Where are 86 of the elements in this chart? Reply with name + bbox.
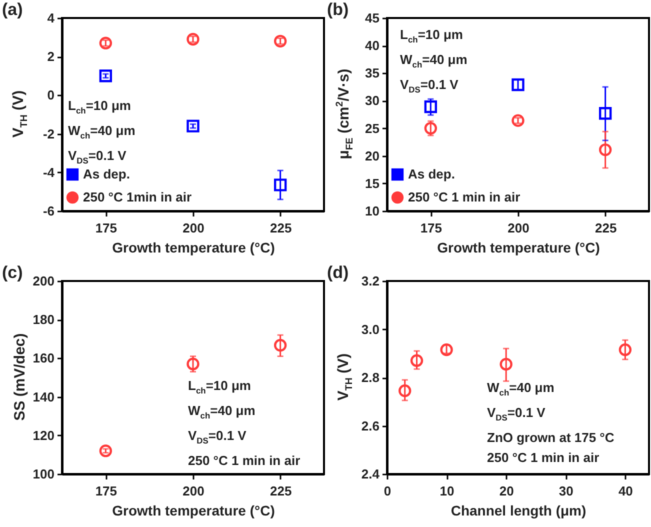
- annotation: W$_{ch}$=40 μm: [68, 122, 136, 143]
- y-tick-label: 2.6: [361, 418, 380, 434]
- y-tick-label: 2.8: [361, 370, 380, 385]
- annotation: W$_{ch}$=40 μm: [487, 379, 556, 400]
- point: [424, 100, 438, 114]
- x-tick-label: 225: [270, 220, 292, 236]
- point: [99, 444, 112, 458]
- annotation: V$_{DS}$=0.1 V: [400, 76, 460, 97]
- y-tick-label: 200: [32, 274, 54, 288]
- legend-label: 250 °C 1 min in air: [408, 190, 520, 204]
- point: [274, 178, 287, 192]
- legend-label: As dep.: [83, 166, 130, 182]
- point: [186, 32, 200, 46]
- annotation: W$_{ch}$=40 μm: [400, 51, 468, 72]
- y-tick-label: 4: [47, 10, 56, 26]
- point: [274, 34, 287, 48]
- x-tick-label: 175: [420, 220, 442, 236]
- y-tick-label: 10: [365, 204, 380, 218]
- y-tick-label: 2.4: [361, 466, 380, 482]
- x-axis-title: Channel length (μm): [450, 502, 586, 518]
- x-axis-title: Growth temperature (°C): [112, 502, 275, 518]
- annotation: L$_{ch}$=10 μm: [188, 377, 252, 398]
- y-tick-label: 140: [32, 389, 54, 404]
- y-tick-label: -2: [42, 126, 54, 142]
- x-tick-label: 175: [95, 220, 118, 236]
- y-tick-label: 20: [365, 148, 380, 164]
- x-tick-label: 10: [440, 484, 454, 498]
- annotation: L$_{ch}$=10 μm: [68, 97, 132, 118]
- y-tick-label: 100: [32, 466, 54, 482]
- chart-title: (a): [2, 0, 23, 20]
- y-tick-label: 30: [365, 93, 380, 108]
- y-tick-label: 3.2: [361, 274, 380, 288]
- x-axis-title: Growth temperature (°C): [437, 240, 600, 256]
- point: [512, 78, 524, 92]
- x-axis-title: Growth temperature (°C): [112, 240, 275, 256]
- x-tick-label: 30: [558, 484, 574, 498]
- chart-title: (d): [327, 263, 349, 283]
- annotation: ZnO grown at 175 °C: [487, 429, 614, 448]
- y-tick-label: 180: [32, 312, 54, 328]
- point: [186, 358, 200, 370]
- y-tick-label: 25: [365, 120, 380, 136]
- point: [99, 36, 112, 50]
- point: [598, 143, 612, 156]
- annotation: 250 °C 1 min in air: [487, 448, 600, 467]
- point: [99, 70, 112, 82]
- y-tick-label: 45: [365, 10, 380, 26]
- point: [500, 358, 512, 371]
- y-tick-label: -6: [42, 204, 54, 218]
- annotation: V$_{DS}$=0.1 V: [68, 148, 126, 166]
- x-tick-label: 200: [508, 220, 530, 236]
- y-tick-label: 0: [47, 88, 54, 103]
- x-tick-label: 0: [384, 484, 392, 498]
- point: [410, 354, 424, 367]
- annotation: V$_{DS}$=0.1 V: [188, 427, 248, 448]
- y-tick-label: 120: [32, 428, 54, 443]
- point: [186, 120, 200, 132]
- chart-title: (b): [327, 0, 349, 20]
- point: [598, 107, 612, 120]
- y-tick-label: 3.0: [361, 322, 380, 337]
- legend-label: 250 °C 1min in air: [83, 190, 192, 204]
- point: [618, 343, 632, 356]
- x-tick-label: 225: [270, 484, 292, 498]
- y-axis-title: SS (mV/dec): [12, 333, 28, 421]
- annotation: V$_{DS}$=0.1 V: [487, 404, 546, 425]
- point: [424, 122, 438, 135]
- chart-title: (c): [2, 263, 23, 283]
- y-tick-label: 15: [365, 176, 380, 191]
- point: [274, 338, 287, 352]
- x-tick-label: 175: [95, 484, 118, 498]
- y-tick-label: 40: [365, 38, 380, 54]
- y-tick-label: 160: [32, 350, 54, 366]
- annotation: 250 °C 1 min in air: [188, 452, 300, 470]
- annotation: L$_{ch}$=10 μm: [400, 26, 464, 47]
- point: [398, 384, 412, 398]
- annotation: W$_{ch}$=40 μm: [188, 402, 256, 423]
- x-tick-label: 40: [618, 484, 633, 498]
- y-tick-label: 2: [47, 49, 54, 64]
- x-tick-label: 20: [499, 484, 514, 498]
- point: [440, 343, 453, 356]
- y-tick-label: -4: [42, 164, 56, 180]
- x-tick-label: 225: [594, 220, 617, 236]
- x-tick-label: 200: [182, 220, 204, 236]
- y-tick-label: 35: [365, 66, 380, 81]
- legend-label: As dep.: [408, 166, 455, 182]
- x-tick-label: 200: [182, 484, 204, 498]
- point: [512, 114, 524, 127]
